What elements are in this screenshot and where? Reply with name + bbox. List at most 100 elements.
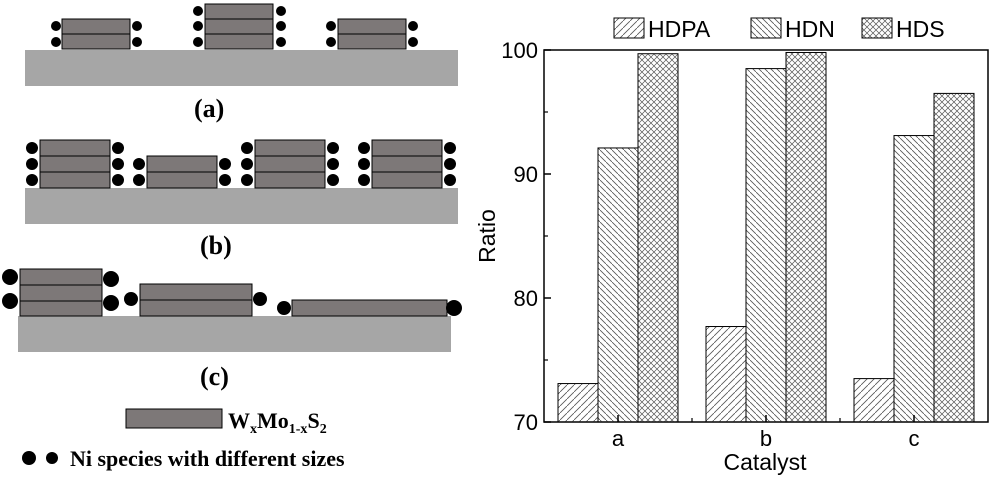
slab [204,33,274,50]
legend-formula: WxMo1-xS2 [228,408,327,437]
ni-dot [358,174,370,186]
ni-dot [193,6,203,16]
ni-dot [133,158,145,170]
ni-dot [277,301,291,315]
bar-hds-c [933,92,975,423]
ni-dot [241,174,253,186]
ni-dot [446,300,462,316]
support-a [25,50,458,86]
slab [39,155,111,173]
x-tick-label: b [760,426,772,451]
slab [254,171,326,189]
slab [139,283,253,301]
panel-label-c: (c) [200,362,229,391]
ni-dot [51,21,61,31]
ni-dot [51,37,61,47]
ni-dot [358,142,370,154]
ni-dot [241,142,253,154]
legend-label-hdn: HDN [785,16,835,42]
ni-dot [132,37,142,47]
ni-dot [26,142,38,154]
ni-dot [103,271,119,287]
bars-group [557,51,975,423]
slab [254,139,326,157]
ni-dot [133,174,145,186]
ni-dot [2,293,18,309]
plot-frame [543,49,989,423]
ni-dot [124,292,138,306]
bar-hdpa-c [853,378,895,423]
bar-hds-a [637,53,679,423]
legend-slab-swatch [125,408,223,429]
bar-hdpa-b [705,326,747,423]
ni-dot [112,158,124,170]
x-tick-label: c [909,426,920,451]
legend-label-hds: HDS [896,16,945,42]
bar-hds-b [785,51,827,423]
slab [19,300,103,317]
slab [337,33,407,50]
ni-dot [2,269,18,285]
ni-dot [219,174,231,186]
bar-hdn-a [597,147,639,423]
plot-border [543,49,989,423]
ni-dot [193,21,203,31]
ni-dot [193,37,203,47]
slab [204,3,274,20]
y-tick-label: 70 [514,410,538,435]
slab [39,171,111,189]
ni-dot [326,37,336,47]
ni-dot [103,295,119,311]
ni-dot [276,21,286,31]
catalyst-schematic: (a) [2,3,462,471]
ni-dot [112,174,124,186]
ni-dot [276,37,286,47]
y-tick-label: 100 [501,38,538,63]
ni-dot [358,158,370,170]
legend-swatch-hdpa [613,17,645,39]
slab [146,171,218,189]
support-c [18,316,451,352]
legend-swatch-hds [861,17,893,39]
panel-label-b: (b) [200,231,232,260]
slab [139,299,253,317]
axes-group: 70 80 90 100 a b c [501,38,919,451]
legend-ni-text: Ni species with different sizes [70,446,345,471]
slab [371,139,443,157]
schematic-b: (b) [25,139,458,260]
panel-label-a: (a) [194,94,224,123]
legend-ni-dot-small [46,452,58,464]
schematic-legend: WxMo1-xS2 Ni species with different size… [22,408,345,471]
x-tick-label: a [612,426,625,451]
slab [254,155,326,173]
slab [61,33,131,50]
ni-dot [276,6,286,16]
ni-dot [132,21,142,31]
ni-dot [253,292,267,306]
ni-dot [408,37,418,47]
slab [204,18,274,35]
slab [19,284,103,302]
y-tick-label: 90 [514,162,538,187]
x-axis-title: Catalyst [723,449,807,475]
chart-legend: HDPA HDN HDS [613,16,945,42]
legend-ni-dot-large [22,451,36,465]
schematic-a: (a) [25,3,458,123]
slab [371,155,443,173]
ni-dot [26,158,38,170]
slab [371,171,443,189]
slab [291,299,448,317]
ni-dot [241,158,253,170]
ni-dot [408,21,418,31]
ni-dot [444,142,456,154]
ni-dot [327,158,339,170]
slab [39,139,111,157]
ni-dot [327,142,339,154]
slab [61,18,131,35]
bar-hdpa-a [557,383,599,423]
legend-label-hdpa: HDPA [648,16,711,42]
support-b [25,188,458,224]
ni-dot [326,21,336,31]
bar-hdn-b [745,68,787,423]
